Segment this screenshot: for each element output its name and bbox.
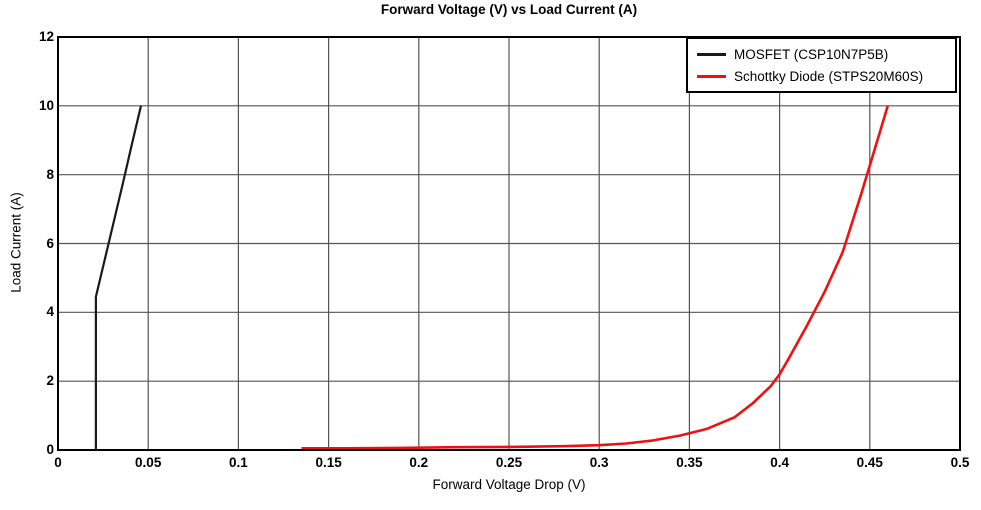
y-tick-label: 10 [38, 97, 54, 113]
legend-item-mosfet: MOSFET (CSP10N7P5B) [697, 45, 955, 63]
y-tick-label: 0 [46, 442, 54, 457]
x-tick-label: 0.35 [676, 455, 703, 470]
x-tick-label: 0.25 [495, 455, 523, 470]
legend-line-swatch-schottky-diode [697, 74, 726, 78]
x-tick-label: 0 [54, 455, 62, 470]
chart-title: Forward Voltage (V) vs Load Current (A) [380, 2, 638, 17]
y-tick-label: 12 [38, 29, 54, 44]
x-tick-label: 0.1 [229, 455, 248, 470]
x-tick-label: 0.4 [770, 455, 789, 470]
legend-label-schottky-diode: Schottky Diode (STPS20M60S) [734, 68, 924, 84]
x-axis-title: Forward Voltage Drop (V) [432, 477, 586, 492]
x-tick-label: 0.2 [409, 455, 429, 470]
y-tick-label: 6 [46, 235, 54, 251]
y-axis-title: Load Current (A) [8, 192, 24, 293]
y-tick-label: 4 [46, 304, 54, 320]
legend-item-schottky-diode: Schottky Diode (STPS20M60S) [697, 67, 955, 85]
legend-label-mosfet: MOSFET (CSP10N7P5B) [734, 46, 889, 62]
legend-line-swatch-mosfet [697, 52, 726, 56]
legend: MOSFET (CSP10N7P5B) Schottky Diode (STPS… [686, 37, 957, 93]
x-tick-label: 0.5 [950, 455, 970, 470]
x-tick-label: 0.3 [589, 455, 609, 470]
x-tick-label: 0.15 [315, 455, 342, 470]
y-tick-label: 2 [46, 373, 54, 389]
x-tick-label: 0.45 [856, 455, 883, 470]
y-tick-label: 8 [46, 166, 54, 182]
x-tick-label: 0.05 [135, 455, 162, 470]
